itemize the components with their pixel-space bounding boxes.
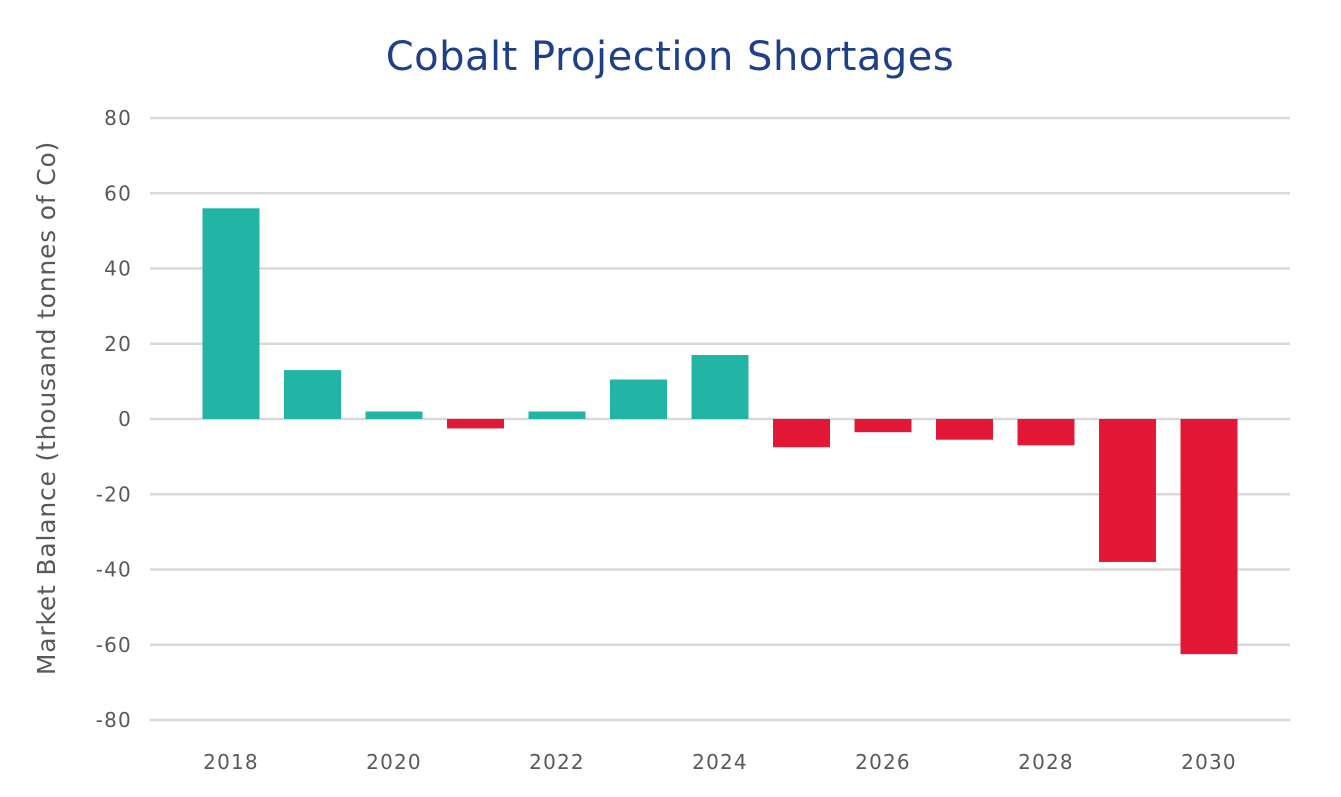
bar-2020	[365, 411, 423, 419]
bar-2029	[1099, 419, 1156, 562]
x-tick-label: 2022	[529, 750, 585, 774]
bars	[202, 208, 1238, 655]
x-tick-label: 2026	[855, 750, 911, 774]
y-tick-label: 60	[104, 181, 132, 205]
y-tick-label: -20	[96, 482, 132, 506]
x-tick-label: 2018	[203, 750, 259, 774]
y-tick-label: 0	[118, 407, 132, 431]
bar-2022	[528, 411, 586, 419]
x-tick-label: 2030	[1181, 750, 1237, 774]
bar-2028	[1017, 419, 1075, 446]
y-axis-ticks: 80 60 40 20 0 -20 -40 -60 -80	[96, 106, 132, 732]
y-tick-label: 40	[104, 257, 132, 281]
bar-2019	[284, 370, 341, 419]
y-tick-label: 20	[104, 332, 132, 356]
bar-2024	[691, 355, 749, 419]
y-tick-label: 80	[104, 106, 132, 130]
x-tick-label: 2028	[1018, 750, 1074, 774]
y-tick-label: -60	[96, 633, 132, 657]
bar-2027	[936, 419, 993, 440]
x-tick-label: 2020	[366, 750, 422, 774]
bar-2023	[610, 379, 667, 419]
y-axis-label: Market Balance (thousand tonnes of Co)	[32, 141, 61, 675]
bar-2021	[447, 419, 504, 429]
bar-2018	[202, 208, 260, 419]
chart-title: Cobalt Projection Shortages	[386, 34, 955, 80]
x-axis-ticks: 2018 2020 2022 2024 2026 2028 2030	[203, 750, 1237, 774]
bar-2030	[1180, 419, 1238, 655]
bar-2025	[773, 419, 830, 448]
bar-2026	[854, 419, 912, 433]
x-tick-label: 2024	[692, 750, 748, 774]
y-tick-label: -40	[96, 558, 132, 582]
y-tick-label: -80	[96, 708, 132, 732]
